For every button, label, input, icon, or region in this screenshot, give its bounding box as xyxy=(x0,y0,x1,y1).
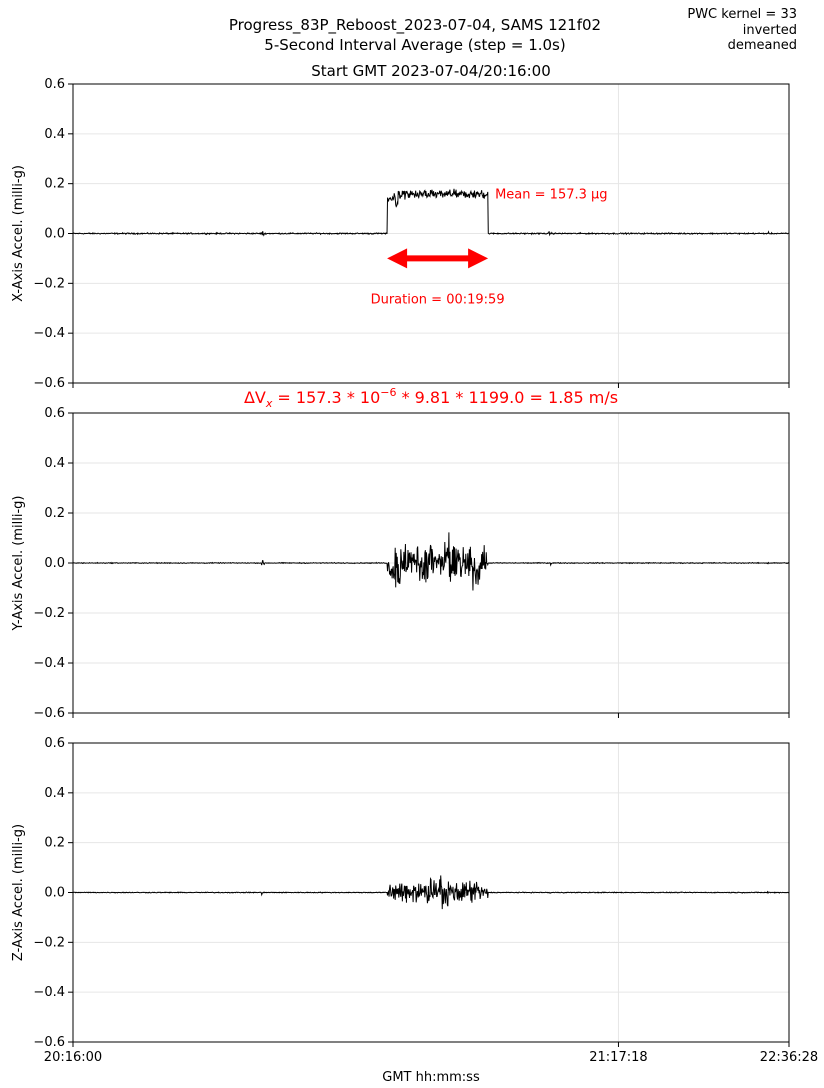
y-tick-label: −0.2 xyxy=(33,606,65,621)
y-tick-label: 0.2 xyxy=(44,836,65,851)
signal-trace xyxy=(73,532,789,590)
delta-v-part: −6 xyxy=(380,386,396,399)
y-tick-label: 0.6 xyxy=(44,77,65,92)
y-tick-label: −0.4 xyxy=(33,656,65,671)
x-tick-label: 21:17:18 xyxy=(589,1050,647,1065)
y-tick-label: 0.4 xyxy=(44,127,65,142)
y-axis-label: Z-Axis Accel. (milli-g) xyxy=(11,824,26,961)
y-axis-label: X-Axis Accel. (milli-g) xyxy=(11,165,26,302)
y-tick-label: 0.0 xyxy=(44,886,65,901)
y-tick-label: 0.6 xyxy=(44,736,65,751)
chart-subtitle: Start GMT 2023-07-04/20:16:00 xyxy=(311,62,551,80)
y-tick-label: −0.4 xyxy=(33,326,65,341)
y-axis-label: Y-Axis Accel. (milli-g) xyxy=(11,496,26,632)
y-tick-label: 0.2 xyxy=(44,506,65,521)
signal-trace xyxy=(73,875,789,909)
delta-v-annotation: ΔVx = 157.3 * 10−6 * 9.81 * 1199.0 = 1.8… xyxy=(244,386,618,410)
y-axis-panel: −0.6 −0.4 −0.2 0.0 0.2 0.4 0.6 Y-Axis Accel. (m… xyxy=(11,406,789,721)
duration-arrow-left-head xyxy=(387,248,407,268)
y-tick-label: 0.6 xyxy=(44,406,65,421)
duration-arrow-right-head xyxy=(468,248,488,268)
x-axis-panel: −0.6 −0.4 −0.2 0.0 0.2 0.4 0.6 X-Axis Accel. (m… xyxy=(11,77,789,391)
y-tick-label: 0.2 xyxy=(44,177,65,192)
title-line-1: Progress_83P_Reboost_2023-07-04, SAMS 12… xyxy=(229,16,601,35)
y-tick-label: −0.2 xyxy=(33,935,65,950)
y-tick-label: 0.4 xyxy=(44,456,65,471)
info-line-2: inverted xyxy=(743,23,797,38)
title-line-2: 5-Second Interval Average (step = 1.0s) xyxy=(264,36,565,54)
y-tick-label: 0.0 xyxy=(44,227,65,242)
x-axis-label: GMT hh:mm:ss xyxy=(382,1070,480,1085)
z-axis-panel: −0.6 −0.4 −0.2 0.0 0.2 0.4 0.6 20:16:00 21:17:18… xyxy=(11,736,818,1065)
y-tick-label: −0.4 xyxy=(33,985,65,1000)
y-tick-label: −0.2 xyxy=(33,276,65,291)
delta-v-part: = 157.3 * 10 xyxy=(272,388,380,407)
signal-trace xyxy=(73,189,789,236)
x-tick-label: 22:36:28 xyxy=(760,1050,818,1065)
y-tick-label: 0.4 xyxy=(44,786,65,801)
delta-v-part: * 9.81 * 1199.0 = 1.85 m/s xyxy=(396,388,618,407)
delta-v-part: ΔV xyxy=(244,388,266,407)
x-tick-label: 20:16:00 xyxy=(44,1050,102,1065)
info-line-3: demeaned xyxy=(728,38,797,53)
y-tick-label: −0.6 xyxy=(33,706,65,721)
duration-annotation: Duration = 00:19:59 xyxy=(371,292,505,307)
y-tick-label: −0.6 xyxy=(33,1035,65,1050)
y-tick-label: 0.0 xyxy=(44,556,65,571)
mean-annotation: Mean = 157.3 μg xyxy=(495,187,607,202)
info-line-1: PWC kernel = 33 xyxy=(687,7,797,22)
y-tick-label: −0.6 xyxy=(33,376,65,391)
